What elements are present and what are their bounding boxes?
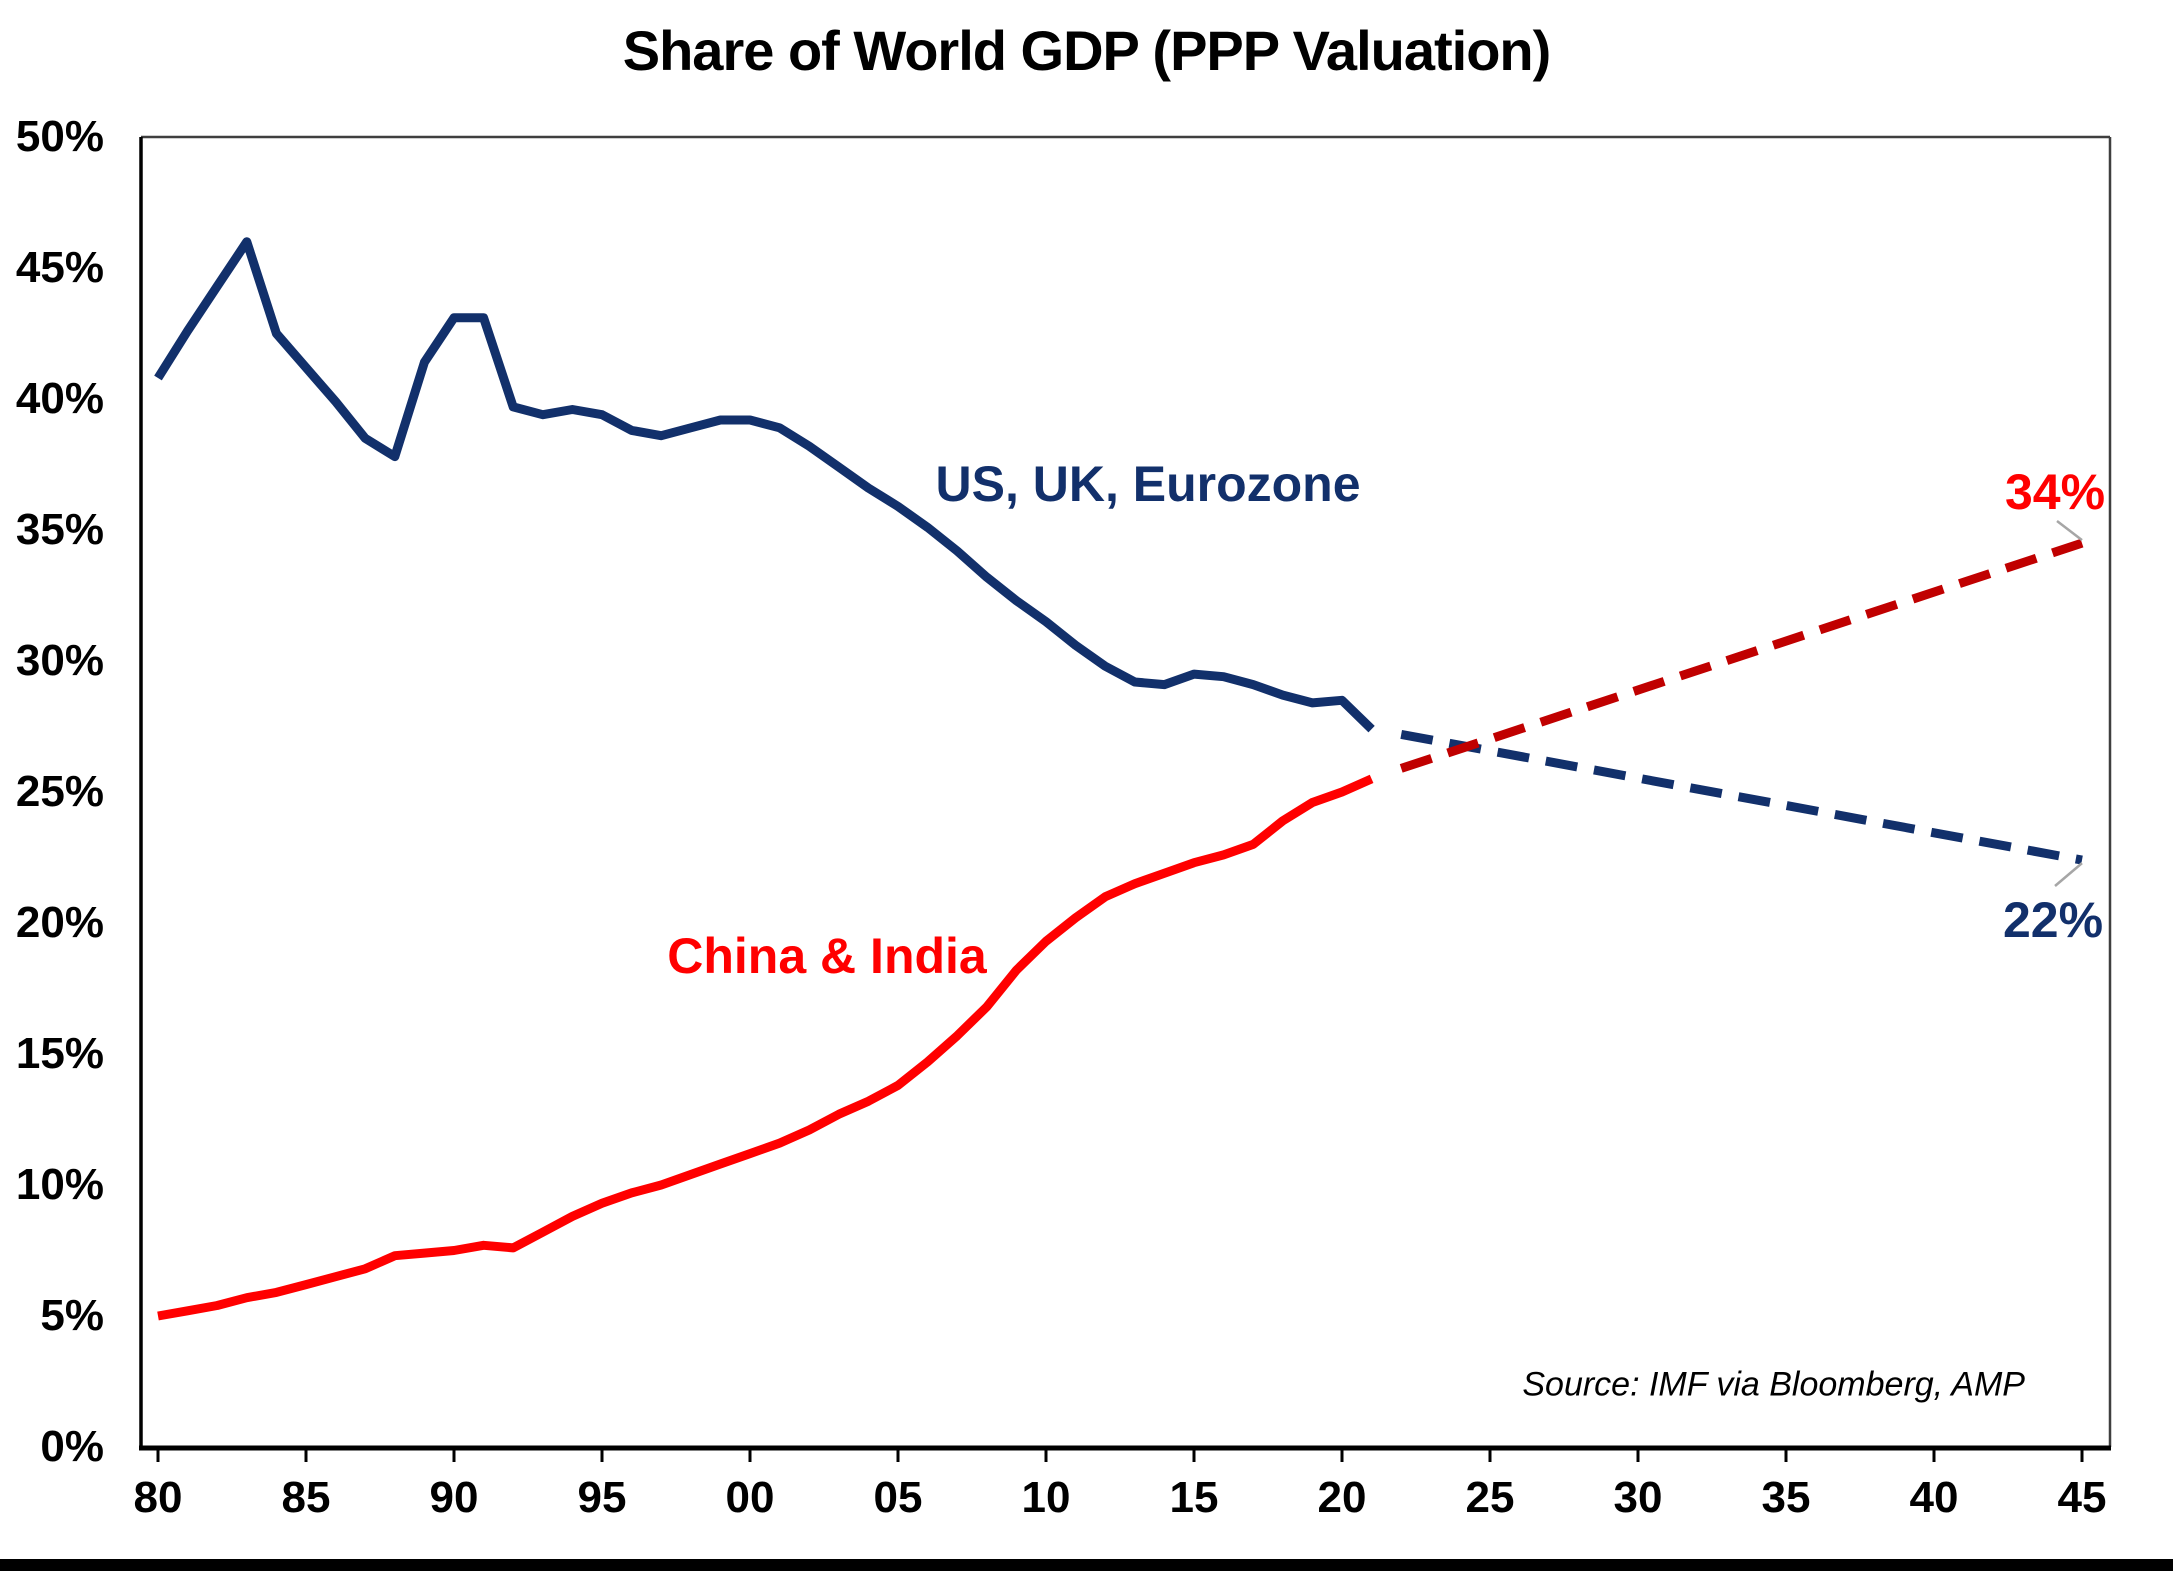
line-us-uk-eurozone bbox=[154, 237, 1375, 733]
y-tick-label-45: 45% bbox=[15, 243, 104, 292]
x-tick-label-90: 90 bbox=[429, 1473, 479, 1522]
chart-title: Share of World GDP (PPP Valuation) bbox=[622, 19, 1552, 82]
series-label-china-india: China & India bbox=[667, 928, 987, 984]
x-tick-label-20: 20 bbox=[1317, 1473, 1367, 1522]
leader-line-34pct bbox=[2056, 520, 2083, 542]
bottom-black-bar bbox=[0, 1559, 2173, 1571]
y-tick-label-25: 25% bbox=[15, 767, 104, 816]
x-tick-label-80: 80 bbox=[133, 1473, 183, 1522]
y-tick-label-50: 50% bbox=[15, 112, 104, 161]
y-tick-label-40: 40% bbox=[15, 374, 104, 423]
source-note: Source: IMF via Bloomberg, AMP bbox=[1522, 1365, 2025, 1404]
x-tick-label-00: 00 bbox=[725, 1473, 775, 1522]
y-tick-label-0: 0% bbox=[40, 1422, 104, 1471]
x-tick-label-45: 45 bbox=[2057, 1473, 2107, 1522]
x-tick-label-30: 30 bbox=[1613, 1473, 1663, 1522]
x-tick-label-05: 05 bbox=[873, 1473, 923, 1522]
y-tick-label-5: 5% bbox=[40, 1291, 104, 1340]
line-china-india bbox=[157, 774, 1374, 1321]
y-tick-label-15: 15% bbox=[15, 1029, 104, 1078]
x-tick-label-15: 15 bbox=[1169, 1473, 1219, 1522]
y-tick-label-10: 10% bbox=[15, 1160, 104, 1209]
line-us-uk-eurozone-projection bbox=[1400, 729, 2083, 865]
line-china-india-projection bbox=[1399, 538, 2084, 773]
x-tick-label-35: 35 bbox=[1761, 1473, 1811, 1522]
x-tick-label-10: 10 bbox=[1021, 1473, 1071, 1522]
series-label-us-uk-eurozone: US, UK, Eurozone bbox=[935, 456, 1361, 512]
x-tick-label-25: 25 bbox=[1465, 1473, 1515, 1522]
x-tick-label-40: 40 bbox=[1909, 1473, 1959, 1522]
endpoint-label-34pct: 34% bbox=[2004, 464, 2106, 520]
y-tick-label-35: 35% bbox=[15, 505, 104, 554]
endpoint-label-22pct: 22% bbox=[2002, 892, 2104, 948]
x-tick-label-95: 95 bbox=[577, 1473, 627, 1522]
y-tick-label-20: 20% bbox=[15, 898, 104, 947]
y-tick-label-30: 30% bbox=[15, 636, 104, 685]
leader-line-22pct bbox=[2054, 862, 2083, 887]
x-tick-label-85: 85 bbox=[281, 1473, 331, 1522]
